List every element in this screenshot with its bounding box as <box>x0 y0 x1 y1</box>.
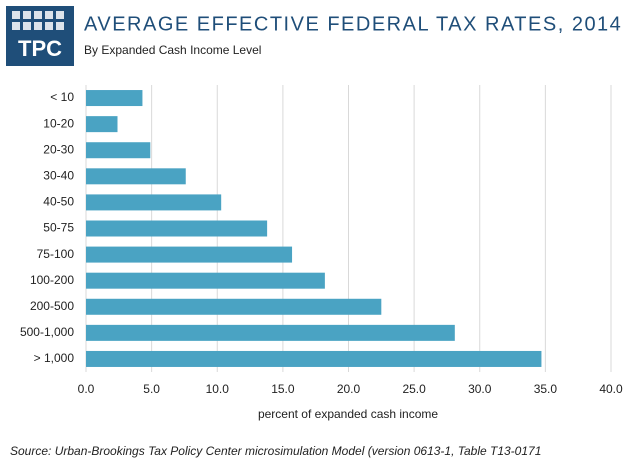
bar <box>86 168 186 185</box>
y-tick-label: 10-20 <box>43 116 74 130</box>
x-tick-label: 35.0 <box>534 382 558 396</box>
x-tick-label: 0.0 <box>78 382 95 396</box>
bar <box>86 116 118 133</box>
bar <box>86 324 455 341</box>
y-tick-label: 500-1,000 <box>20 325 74 339</box>
y-tick-label: 20-30 <box>43 142 74 156</box>
x-tick-label: 10.0 <box>206 382 230 396</box>
logo-text: TPC <box>18 36 62 61</box>
y-tick-label: 100-200 <box>30 273 74 287</box>
y-tick-label: > 1,000 <box>34 351 75 365</box>
y-tick-label: 30-40 <box>43 168 74 182</box>
bar <box>86 220 268 237</box>
bar <box>86 194 222 211</box>
bar <box>86 142 151 159</box>
y-tick-label: < 10 <box>50 90 74 104</box>
x-tick-label: 25.0 <box>402 382 426 396</box>
bar <box>86 246 293 263</box>
y-tick-label: 50-75 <box>43 221 74 235</box>
y-tick-label: 40-50 <box>43 195 74 209</box>
logo: TPC <box>6 6 74 66</box>
x-tick-label: 15.0 <box>271 382 295 396</box>
chart-subtitle: By Expanded Cash Income Level <box>84 43 261 57</box>
x-tick-label: 30.0 <box>468 382 492 396</box>
source-note: Source: Urban-Brookings Tax Policy Cente… <box>10 444 541 458</box>
x-tick-label: 5.0 <box>143 382 160 396</box>
x-tick-label: 40.0 <box>599 382 623 396</box>
bar <box>86 350 542 367</box>
y-tick-label: 200-500 <box>30 299 74 313</box>
bar <box>86 272 325 289</box>
x-tick-label: 20.0 <box>337 382 361 396</box>
x-axis-label: percent of expanded cash income <box>258 407 438 421</box>
bar <box>86 90 143 107</box>
chart-title: AVERAGE EFFECTIVE FEDERAL TAX RATES, 201… <box>84 13 622 35</box>
logo-squares <box>12 11 64 30</box>
bar <box>86 298 382 315</box>
y-tick-label: 75-100 <box>37 247 75 261</box>
